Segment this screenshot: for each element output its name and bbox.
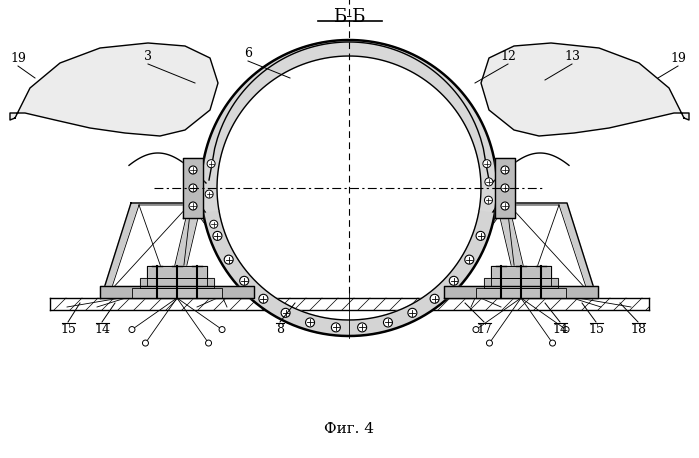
Polygon shape bbox=[484, 278, 558, 288]
Polygon shape bbox=[476, 288, 566, 298]
Polygon shape bbox=[481, 43, 689, 136]
Polygon shape bbox=[111, 205, 189, 290]
Circle shape bbox=[259, 294, 268, 303]
Circle shape bbox=[449, 276, 459, 285]
Text: Б-Б: Б-Б bbox=[333, 8, 366, 26]
Polygon shape bbox=[491, 266, 551, 278]
Polygon shape bbox=[437, 203, 597, 298]
Text: 12: 12 bbox=[500, 50, 516, 63]
Circle shape bbox=[384, 318, 392, 327]
Text: 19: 19 bbox=[670, 52, 686, 65]
Text: 19: 19 bbox=[10, 52, 26, 65]
Polygon shape bbox=[147, 266, 207, 278]
Circle shape bbox=[305, 318, 315, 327]
Circle shape bbox=[487, 340, 493, 346]
Polygon shape bbox=[509, 205, 587, 290]
Circle shape bbox=[563, 327, 569, 333]
Text: 6: 6 bbox=[244, 47, 252, 60]
Circle shape bbox=[189, 166, 197, 174]
Circle shape bbox=[143, 340, 148, 346]
Circle shape bbox=[473, 327, 479, 333]
Circle shape bbox=[224, 255, 233, 264]
Text: 17: 17 bbox=[476, 323, 492, 336]
Polygon shape bbox=[201, 40, 497, 214]
Circle shape bbox=[213, 231, 222, 240]
Text: 3: 3 bbox=[144, 50, 152, 63]
Circle shape bbox=[430, 294, 439, 303]
Text: 14: 14 bbox=[94, 323, 110, 336]
Circle shape bbox=[219, 327, 225, 333]
Text: 8: 8 bbox=[276, 323, 284, 336]
Polygon shape bbox=[203, 211, 495, 336]
Circle shape bbox=[189, 202, 197, 210]
Polygon shape bbox=[445, 205, 517, 290]
Text: 13: 13 bbox=[564, 50, 580, 63]
Text: 18: 18 bbox=[630, 323, 646, 336]
Circle shape bbox=[485, 178, 493, 186]
Polygon shape bbox=[444, 286, 598, 298]
Circle shape bbox=[189, 184, 197, 192]
Circle shape bbox=[483, 160, 491, 168]
Circle shape bbox=[358, 323, 367, 332]
Text: 14: 14 bbox=[552, 323, 568, 336]
Polygon shape bbox=[491, 266, 551, 286]
Text: Фиг. 4: Фиг. 4 bbox=[324, 422, 374, 436]
Polygon shape bbox=[181, 205, 253, 290]
Circle shape bbox=[240, 276, 249, 285]
Polygon shape bbox=[100, 286, 254, 298]
Polygon shape bbox=[147, 266, 207, 286]
Polygon shape bbox=[132, 288, 222, 298]
Polygon shape bbox=[10, 43, 218, 136]
Circle shape bbox=[205, 190, 213, 198]
Circle shape bbox=[549, 340, 556, 346]
Circle shape bbox=[465, 255, 474, 264]
Circle shape bbox=[331, 323, 340, 332]
Circle shape bbox=[129, 327, 135, 333]
Circle shape bbox=[476, 231, 485, 240]
Circle shape bbox=[210, 220, 218, 228]
Circle shape bbox=[207, 160, 215, 168]
Polygon shape bbox=[495, 158, 515, 218]
Circle shape bbox=[501, 184, 509, 192]
Polygon shape bbox=[140, 278, 214, 288]
Circle shape bbox=[281, 308, 290, 317]
Polygon shape bbox=[50, 298, 649, 310]
Text: 15: 15 bbox=[60, 323, 76, 336]
Circle shape bbox=[408, 308, 417, 317]
Polygon shape bbox=[101, 203, 261, 298]
Circle shape bbox=[501, 166, 509, 174]
Circle shape bbox=[501, 202, 509, 210]
Text: 15: 15 bbox=[588, 323, 604, 336]
Polygon shape bbox=[183, 158, 203, 218]
Circle shape bbox=[484, 196, 493, 204]
Circle shape bbox=[206, 340, 212, 346]
